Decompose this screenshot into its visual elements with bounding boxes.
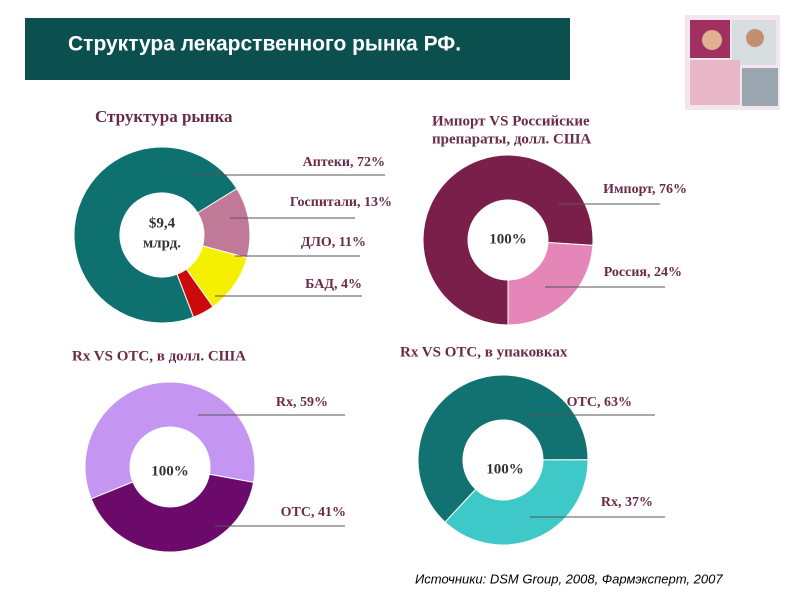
donut-slice — [422, 154, 594, 326]
donut-slice — [417, 374, 589, 523]
donut-slice — [176, 268, 214, 318]
slice-label: Россия, 24% — [604, 265, 682, 280]
slice-label: OTC, 63% — [567, 395, 632, 410]
slice-label: Rx, 59% — [276, 395, 328, 410]
slice-label: Аптеки, 72% — [303, 155, 385, 170]
donut-slice — [73, 146, 238, 324]
donut-slice — [444, 459, 589, 546]
donut-slice — [507, 241, 594, 326]
slice-label: БАД, 4% — [305, 277, 362, 292]
donut-slice — [84, 381, 256, 500]
chart-title: Импорт VS Российские — [432, 113, 590, 129]
center-label: 100% — [486, 461, 524, 477]
photo-collage — [685, 15, 780, 110]
donut-chart: Rx, 59% OTC, 41% 100% Rx VS OTC, в долл. СШ… — [72, 348, 346, 553]
donut-slice — [90, 473, 255, 553]
source-note: Источники: DSM Group, 2008, Фармэксперт,… — [415, 571, 723, 586]
slice-label: Rx, 37% — [601, 495, 653, 510]
center-label: 100% — [151, 463, 189, 479]
slice-label: Импорт, 76% — [603, 182, 687, 197]
donut-chart: OTC, 63% Rx, 37% 100% Rx VS OTC, в упаковка… — [400, 344, 665, 546]
chart-title: Rx VS OTC, в долл. США — [72, 348, 246, 364]
header-title: Структура лекарственного рынка РФ. — [68, 33, 461, 56]
slice-label: ДЛО, 11% — [301, 235, 366, 250]
center-label: млрд. — [143, 235, 181, 251]
slice-label: Госпитали, 13% — [290, 195, 392, 210]
donut-chart: Аптеки, 72% Госпитали, 13% ДЛО, 11% БАД, 4%… — [73, 107, 392, 324]
header-band — [25, 18, 570, 80]
center-label: 100% — [489, 231, 527, 247]
chart-title: Структура рынка — [95, 107, 233, 126]
center-label: $9,4 — [149, 215, 176, 231]
slice-label: OTC, 41% — [281, 505, 346, 520]
donut-chart: Импорт, 76% Россия, 24% 100% Импорт VS Росс… — [422, 113, 687, 326]
chart-title: препараты, долл. США — [432, 131, 591, 147]
chart-title: Rx VS OTC, в упаковках — [400, 344, 568, 360]
